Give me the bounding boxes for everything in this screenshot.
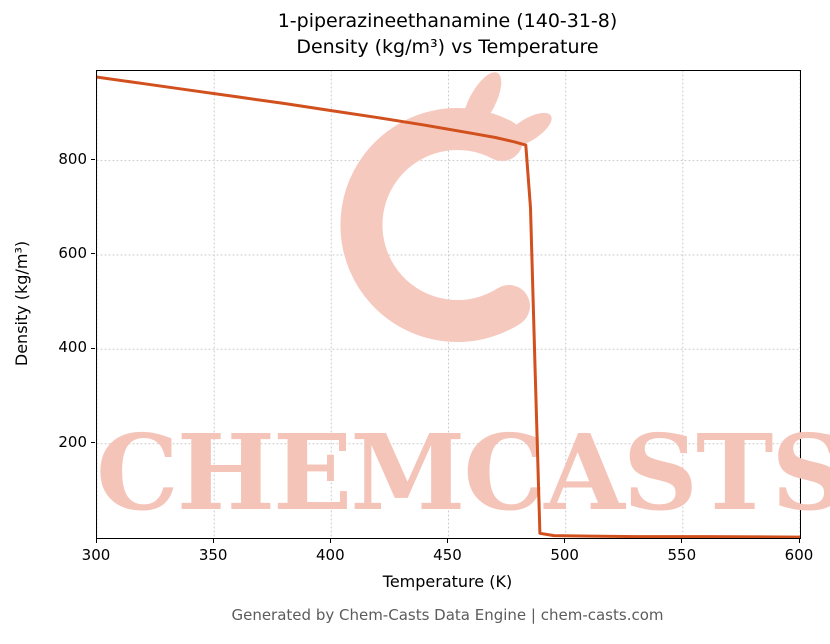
y-tick-label: 800 — [58, 149, 87, 168]
y-tick-label: 400 — [58, 338, 87, 357]
y-tick-label: 600 — [58, 243, 87, 262]
x-tick-label: 300 — [81, 546, 111, 564]
footer-text: Generated by Chem-Casts Data Engine | ch… — [231, 606, 664, 624]
x-tick-mark — [95, 539, 97, 543]
x-tick-label: 400 — [316, 546, 345, 564]
x-tick-mark — [564, 539, 566, 543]
x-tick-mark — [798, 539, 800, 543]
chart-title-line1: 1-piperazineethanamine (140-31-8) — [277, 10, 618, 32]
chart-title: 1-piperazineethanamine (140-31-8) Densit… — [96, 8, 799, 60]
x-axis-label: Temperature (K) — [382, 572, 513, 591]
y-tick-mark — [91, 253, 95, 255]
density-line — [97, 75, 800, 538]
y-tick-label: 200 — [58, 432, 87, 451]
x-tick-label: 500 — [550, 546, 579, 564]
x-tick-mark — [212, 539, 214, 543]
x-tick-label: 350 — [198, 546, 228, 564]
x-tick-mark — [681, 539, 683, 543]
y-tick-mark — [91, 347, 95, 349]
plot-area — [96, 70, 801, 539]
y-axis-label: Density (kg/m³) — [12, 240, 31, 367]
y-tick-mark — [91, 159, 95, 161]
x-tick-mark — [447, 539, 448, 543]
x-tick-label: 550 — [667, 546, 697, 564]
y-tick-mark — [91, 442, 95, 444]
chart-title-line2: Density (kg/m³) vs Temperature — [296, 36, 599, 59]
x-tick-mark — [329, 539, 331, 543]
x-tick-label: 450 — [433, 546, 462, 564]
x-tick-label: 600 — [784, 546, 814, 564]
